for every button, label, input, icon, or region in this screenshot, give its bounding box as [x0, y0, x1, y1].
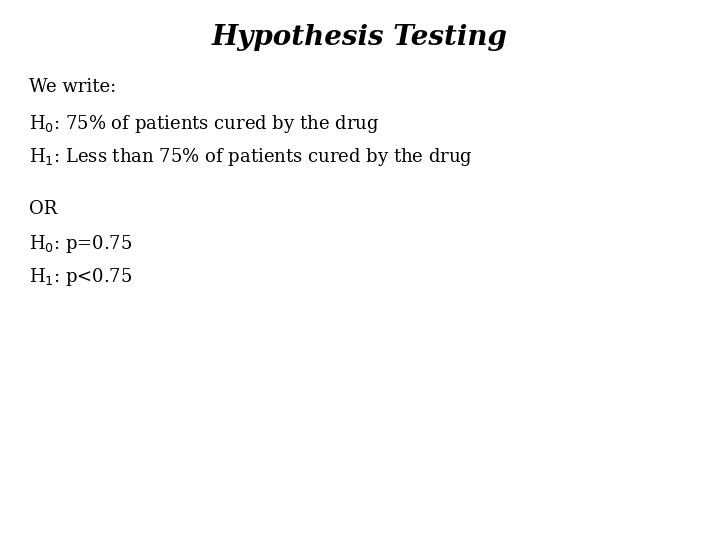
- Text: We write:: We write:: [29, 78, 116, 96]
- Text: H$_{0}$: 75% of patients cured by the drug: H$_{0}$: 75% of patients cured by the dr…: [29, 113, 379, 136]
- Text: H$_{1}$: Less than 75% of patients cured by the drug: H$_{1}$: Less than 75% of patients cured…: [29, 146, 473, 168]
- Text: H$_{1}$: p<0.75: H$_{1}$: p<0.75: [29, 266, 132, 288]
- Text: H$_{0}$: p=0.75: H$_{0}$: p=0.75: [29, 233, 132, 255]
- Text: OR: OR: [29, 200, 57, 218]
- Text: Hypothesis Testing: Hypothesis Testing: [212, 24, 508, 51]
